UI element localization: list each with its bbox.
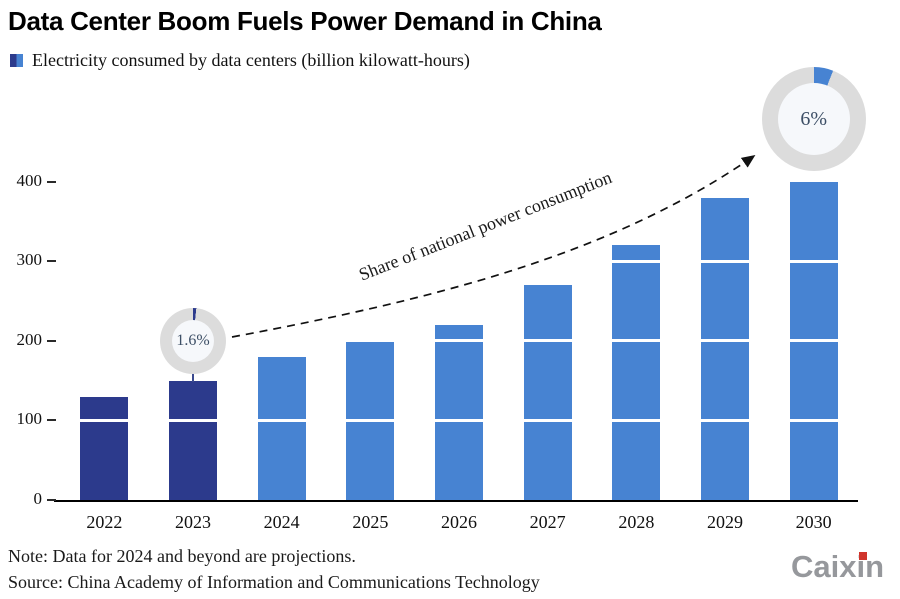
x-tick-2025: 2025: [352, 512, 389, 532]
gridline-200: [60, 339, 858, 343]
x-tick-2029: 2029: [707, 512, 743, 532]
y-tick-mark-300: [47, 260, 56, 263]
donut-share-2023: 1.6%: [160, 308, 226, 374]
y-tick-mark-0: [47, 499, 56, 501]
y-tick-mark-200: [47, 339, 56, 342]
x-tick-2026: 2026: [441, 512, 477, 532]
x-tick-2022: 2022: [86, 512, 123, 532]
footnote: Note: Data for 2024 and beyond are proje…: [8, 546, 356, 566]
donut-connector: [192, 373, 194, 382]
y-tick-mark-400: [47, 180, 56, 183]
caixin-logo: Caixin: [791, 551, 884, 582]
bar-2023: [169, 380, 217, 500]
legend-swatch-icon: [10, 54, 23, 67]
plot-area: [54, 150, 858, 502]
bar-2029: [701, 197, 749, 500]
x-tick-2028: 2028: [618, 512, 655, 532]
legend-label: Electricity consumed by data centers (bi…: [32, 50, 470, 70]
gridline-100: [60, 418, 858, 422]
y-tick-mark-100: [47, 419, 56, 422]
x-tick-2023: 2023: [175, 512, 211, 532]
y-tick-0: 0: [33, 489, 43, 508]
legend: Electricity consumed by data centers (bi…: [10, 50, 470, 71]
chart-title: Data Center Boom Fuels Power Demand in C…: [8, 6, 602, 36]
x-tick-2030: 2030: [795, 512, 832, 532]
bar-2028: [612, 245, 661, 500]
bar-2026: [435, 325, 483, 500]
y-tick-400: 400: [16, 170, 43, 190]
gridline-300: [60, 259, 858, 263]
logo-red-dot-icon: [858, 552, 867, 560]
source-line: Source: China Academy of Information and…: [8, 572, 540, 592]
y-tick-200: 200: [16, 329, 43, 349]
donut-label: 6%: [777, 83, 850, 155]
bar-2027: [523, 285, 572, 500]
x-tick-2024: 2024: [263, 512, 300, 532]
y-tick-300: 300: [16, 250, 43, 270]
bar-2024: [257, 356, 306, 500]
logo-text: Caixin: [790, 549, 884, 584]
y-tick-100: 100: [16, 409, 43, 429]
donut-share-2030: 6%: [761, 67, 866, 171]
bar-2022: [80, 396, 129, 500]
x-tick-2027: 2027: [529, 512, 566, 532]
donut-label: 1.6%: [172, 320, 214, 362]
